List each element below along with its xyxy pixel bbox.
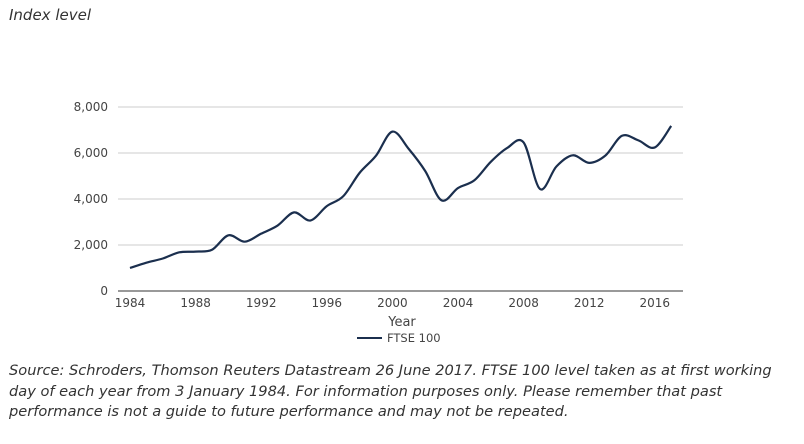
x-tick-label: 2000 — [377, 296, 408, 310]
x-tick-label: 1984 — [115, 296, 146, 310]
gridlines — [118, 106, 683, 292]
x-tick-label: 1988 — [180, 296, 211, 310]
source-note: Source: Schroders, Thomson Reuters Datas… — [9, 362, 772, 420]
line-chart: 0 2,000 4,000 6,000 8,000 1984 1988 1992 1996 20… — [74, 100, 683, 345]
x-axis-title: Year — [387, 315, 416, 330]
legend-label: FTSE 100 — [387, 331, 441, 345]
legend: FTSE 100 — [357, 331, 441, 345]
y-tick-label: 0 — [100, 284, 108, 298]
y-tick-label: 2,000 — [74, 238, 108, 252]
series-line-ftse-100 — [129, 125, 673, 270]
x-tick-label: 2012 — [574, 296, 605, 310]
y-tick-label: 8,000 — [74, 100, 108, 114]
x-tick-label: 2008 — [508, 296, 539, 310]
y-tick-labels: 0 2,000 4,000 6,000 8,000 — [74, 100, 108, 298]
x-tick-label: 2016 — [640, 296, 671, 310]
x-tick-label: 2004 — [443, 296, 474, 310]
y-tick-label: 6,000 — [74, 146, 108, 160]
y-axis-title: Index level — [9, 6, 91, 24]
x-tick-labels: 1984 1988 1992 1996 2000 2004 2008 2012 2016 — [115, 296, 670, 310]
x-tick-label: 1996 — [312, 296, 343, 310]
y-tick-label: 4,000 — [74, 192, 108, 206]
series-lines — [129, 125, 673, 270]
x-tick-label: 1992 — [246, 296, 277, 310]
